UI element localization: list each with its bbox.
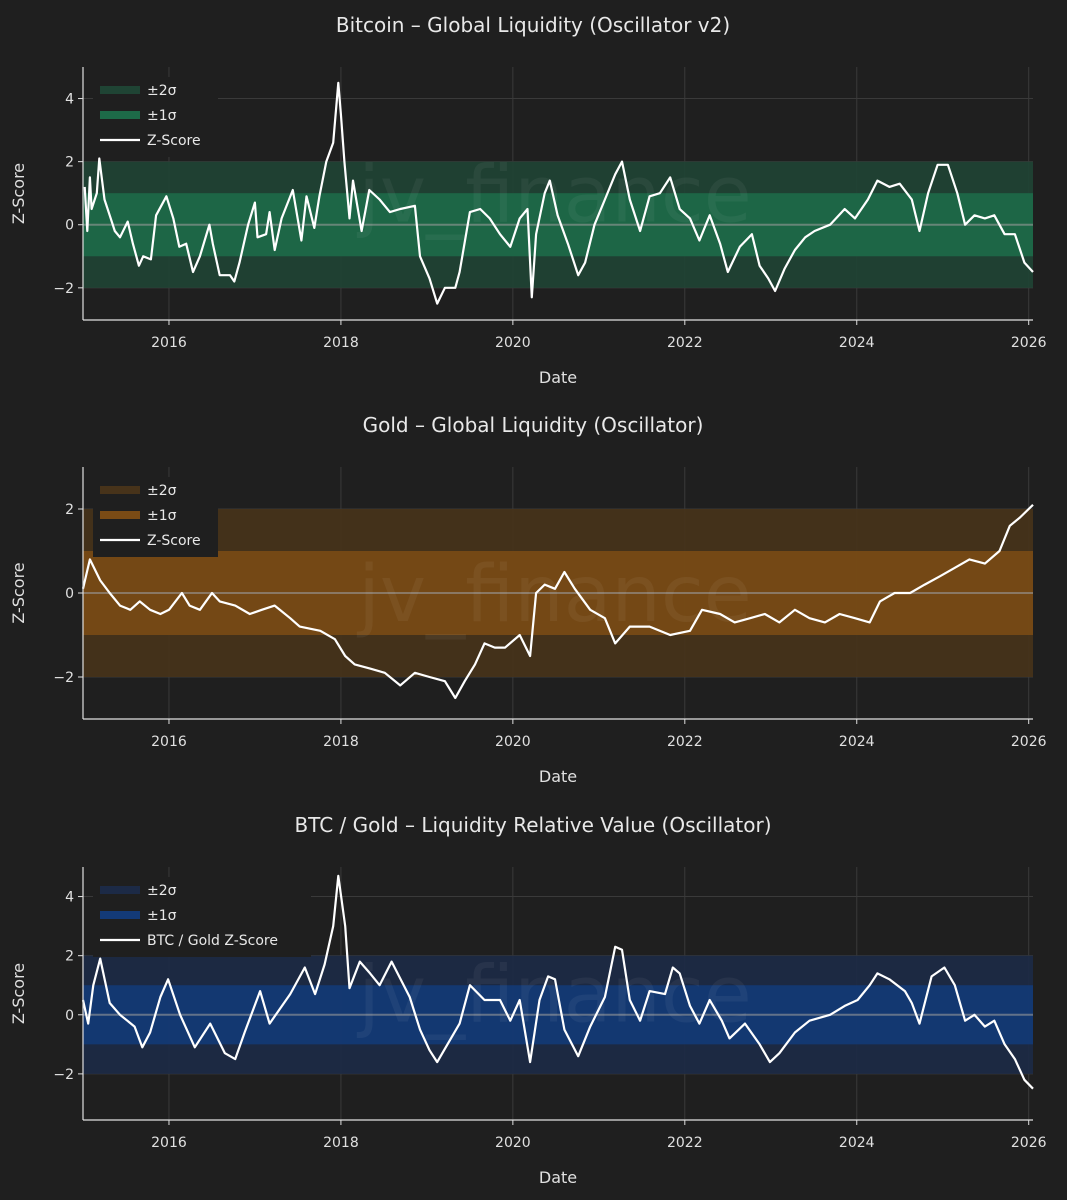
legend-label: Z-Score [147, 133, 201, 149]
legend-label: ±2σ [147, 883, 177, 899]
x-tick-label: 2026 [1011, 734, 1047, 750]
y-axis-label: Z-Score [9, 163, 28, 224]
legend-label: ±2σ [147, 483, 177, 499]
legend-swatch-2-sigma [100, 86, 140, 94]
legend-swatch-1-sigma [100, 911, 140, 919]
x-axis-label: Date [539, 368, 577, 387]
x-tick-label: 2016 [151, 335, 187, 351]
legend-swatch-2-sigma [100, 886, 140, 894]
y-tick-label: −2 [53, 281, 74, 297]
x-tick-label: 2016 [151, 1135, 187, 1151]
chart-title: Bitcoin – Global Liquidity (Oscillator v… [336, 13, 730, 37]
legend-label: Z-Score [147, 533, 201, 549]
chart-title: BTC / Gold – Liquidity Relative Value (O… [294, 813, 771, 837]
x-tick-label: 2020 [495, 1135, 531, 1151]
legend-label: ±2σ [147, 83, 177, 99]
panel-3: BTC / Gold – Liquidity Relative Value (O… [9, 813, 1047, 1187]
x-tick-label: 2022 [667, 335, 703, 351]
panel-2: Gold – Global Liquidity (Oscillator) jv_f… [9, 413, 1047, 786]
series-line-0 [81, 874, 1034, 1090]
x-tick-label: 2022 [667, 1135, 703, 1151]
series-line-0 [83, 81, 1034, 305]
y-tick-label: 4 [65, 92, 74, 108]
x-tick-label: 2016 [151, 734, 187, 750]
x-tick-label: 2020 [495, 734, 531, 750]
legend-swatch-1-sigma [100, 511, 140, 519]
x-tick-label: 2026 [1011, 335, 1047, 351]
legend: ±2σ ±1σ BTC / Gold Z-Score [93, 877, 311, 957]
series-line-0 [81, 504, 1034, 700]
y-tick-label: 2 [65, 502, 74, 518]
x-tick-label: 2018 [323, 734, 359, 750]
x-tick-label: 2024 [839, 335, 875, 351]
legend-swatch-1-sigma [100, 111, 140, 119]
x-tick-label: 2020 [495, 335, 531, 351]
panel-1: Bitcoin – Global Liquidity (Oscillator v… [9, 13, 1047, 387]
y-tick-label: 4 [65, 890, 74, 906]
y-tick-label: 0 [65, 586, 74, 602]
y-tick-label: 0 [65, 1008, 74, 1024]
legend-label: ±1σ [147, 908, 177, 924]
legend-label: ±1σ [147, 508, 177, 524]
x-axis-label: Date [539, 1168, 577, 1187]
x-tick-label: 2018 [323, 1135, 359, 1151]
legend: ±2σ ±1σ Z-Score [93, 77, 218, 157]
y-tick-label: −2 [53, 1067, 74, 1083]
y-axis-label: Z-Score [9, 562, 28, 623]
x-tick-label: 2022 [667, 734, 703, 750]
legend-swatch-2-sigma [100, 486, 140, 494]
x-tick-label: 2024 [839, 734, 875, 750]
y-tick-label: 2 [65, 949, 74, 965]
watermark: jv_finance [356, 951, 752, 1041]
y-tick-label: 2 [65, 155, 74, 171]
watermark: jv_finance [356, 550, 752, 640]
x-tick-label: 2024 [839, 1135, 875, 1151]
legend-label: ±1σ [147, 108, 177, 124]
legend-label: BTC / Gold Z-Score [147, 933, 278, 949]
y-tick-label: −2 [53, 670, 74, 686]
y-tick-label: 0 [65, 218, 74, 234]
chart-title: Gold – Global Liquidity (Oscillator) [363, 413, 704, 437]
x-axis-label: Date [539, 767, 577, 786]
x-tick-label: 2026 [1011, 1135, 1047, 1151]
legend: ±2σ ±1σ Z-Score [93, 477, 218, 557]
x-tick-label: 2018 [323, 335, 359, 351]
y-axis-label: Z-Score [9, 963, 28, 1024]
